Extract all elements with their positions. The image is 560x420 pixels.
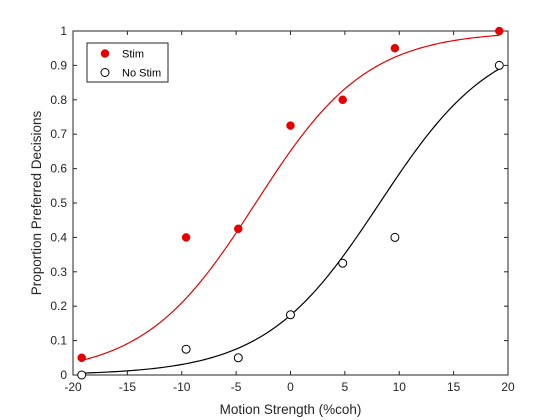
- data-point-no-stim: [286, 310, 295, 320]
- y-tick-label: 0.2: [50, 299, 67, 313]
- fit-curve-stim: [81, 34, 500, 362]
- y-tick-label: 0: [60, 368, 67, 382]
- legend: Stim No Stim: [86, 42, 169, 83]
- legend-label-stim: Stim: [122, 49, 144, 61]
- data-point-no-stim: [390, 232, 400, 242]
- data-point-no-stim: [338, 258, 348, 268]
- plot-area: [72, 30, 509, 376]
- legend-marker-stim: [100, 49, 110, 58]
- y-tick-label: 0.3: [50, 265, 67, 279]
- data-point-no-stim: [77, 370, 87, 380]
- data-point-stim: [495, 26, 504, 36]
- y-tick-label: 0.7: [50, 127, 67, 141]
- y-tick-label: 1: [60, 24, 67, 38]
- data-point-stim: [77, 353, 86, 363]
- y-tick-label: 0.4: [50, 230, 67, 244]
- y-tick-label: 0.5: [50, 196, 67, 210]
- x-tick-label: -15: [119, 380, 137, 394]
- data-point-no-stim: [233, 353, 243, 363]
- y-tick-label: 0.1: [50, 334, 67, 348]
- data-point-no-stim: [494, 60, 504, 70]
- y-axis-title: Proportion Preferred Decisions: [29, 110, 44, 295]
- legend-marker-no-stim: [100, 68, 110, 77]
- x-tick-label: 20: [501, 380, 515, 394]
- x-tick-label: -5: [231, 380, 242, 394]
- y-tick-label: 0.6: [50, 162, 67, 176]
- data-point-stim: [286, 121, 295, 130]
- legend-label-no-stim: No Stim: [122, 68, 161, 80]
- data-point-stim: [338, 95, 347, 105]
- x-tick-label: -20: [64, 380, 82, 394]
- legend-box: [86, 42, 169, 83]
- x-tick-label: 0: [287, 380, 294, 394]
- x-tick-label: 10: [393, 380, 407, 394]
- data-point-stim: [181, 233, 191, 242]
- data-point-stim: [390, 43, 400, 53]
- data-point-stim: [234, 224, 243, 234]
- data-point-no-stim: [181, 344, 191, 354]
- y-tick-label: 0.8: [50, 93, 67, 107]
- x-axis-title: Motion Strength (%coh): [220, 402, 362, 417]
- x-tick-label: 15: [447, 380, 461, 394]
- x-tick-label: 5: [342, 380, 349, 394]
- axis-ticks: -20 -15 -10 -5 0 5 10 15 20 0 0.1 0.2 0.3 0.4 0.5 0.6 0.…: [50, 24, 515, 394]
- x-tick-label: -10: [173, 380, 191, 394]
- data-points: [77, 26, 504, 380]
- y-tick-label: 0.9: [50, 58, 67, 72]
